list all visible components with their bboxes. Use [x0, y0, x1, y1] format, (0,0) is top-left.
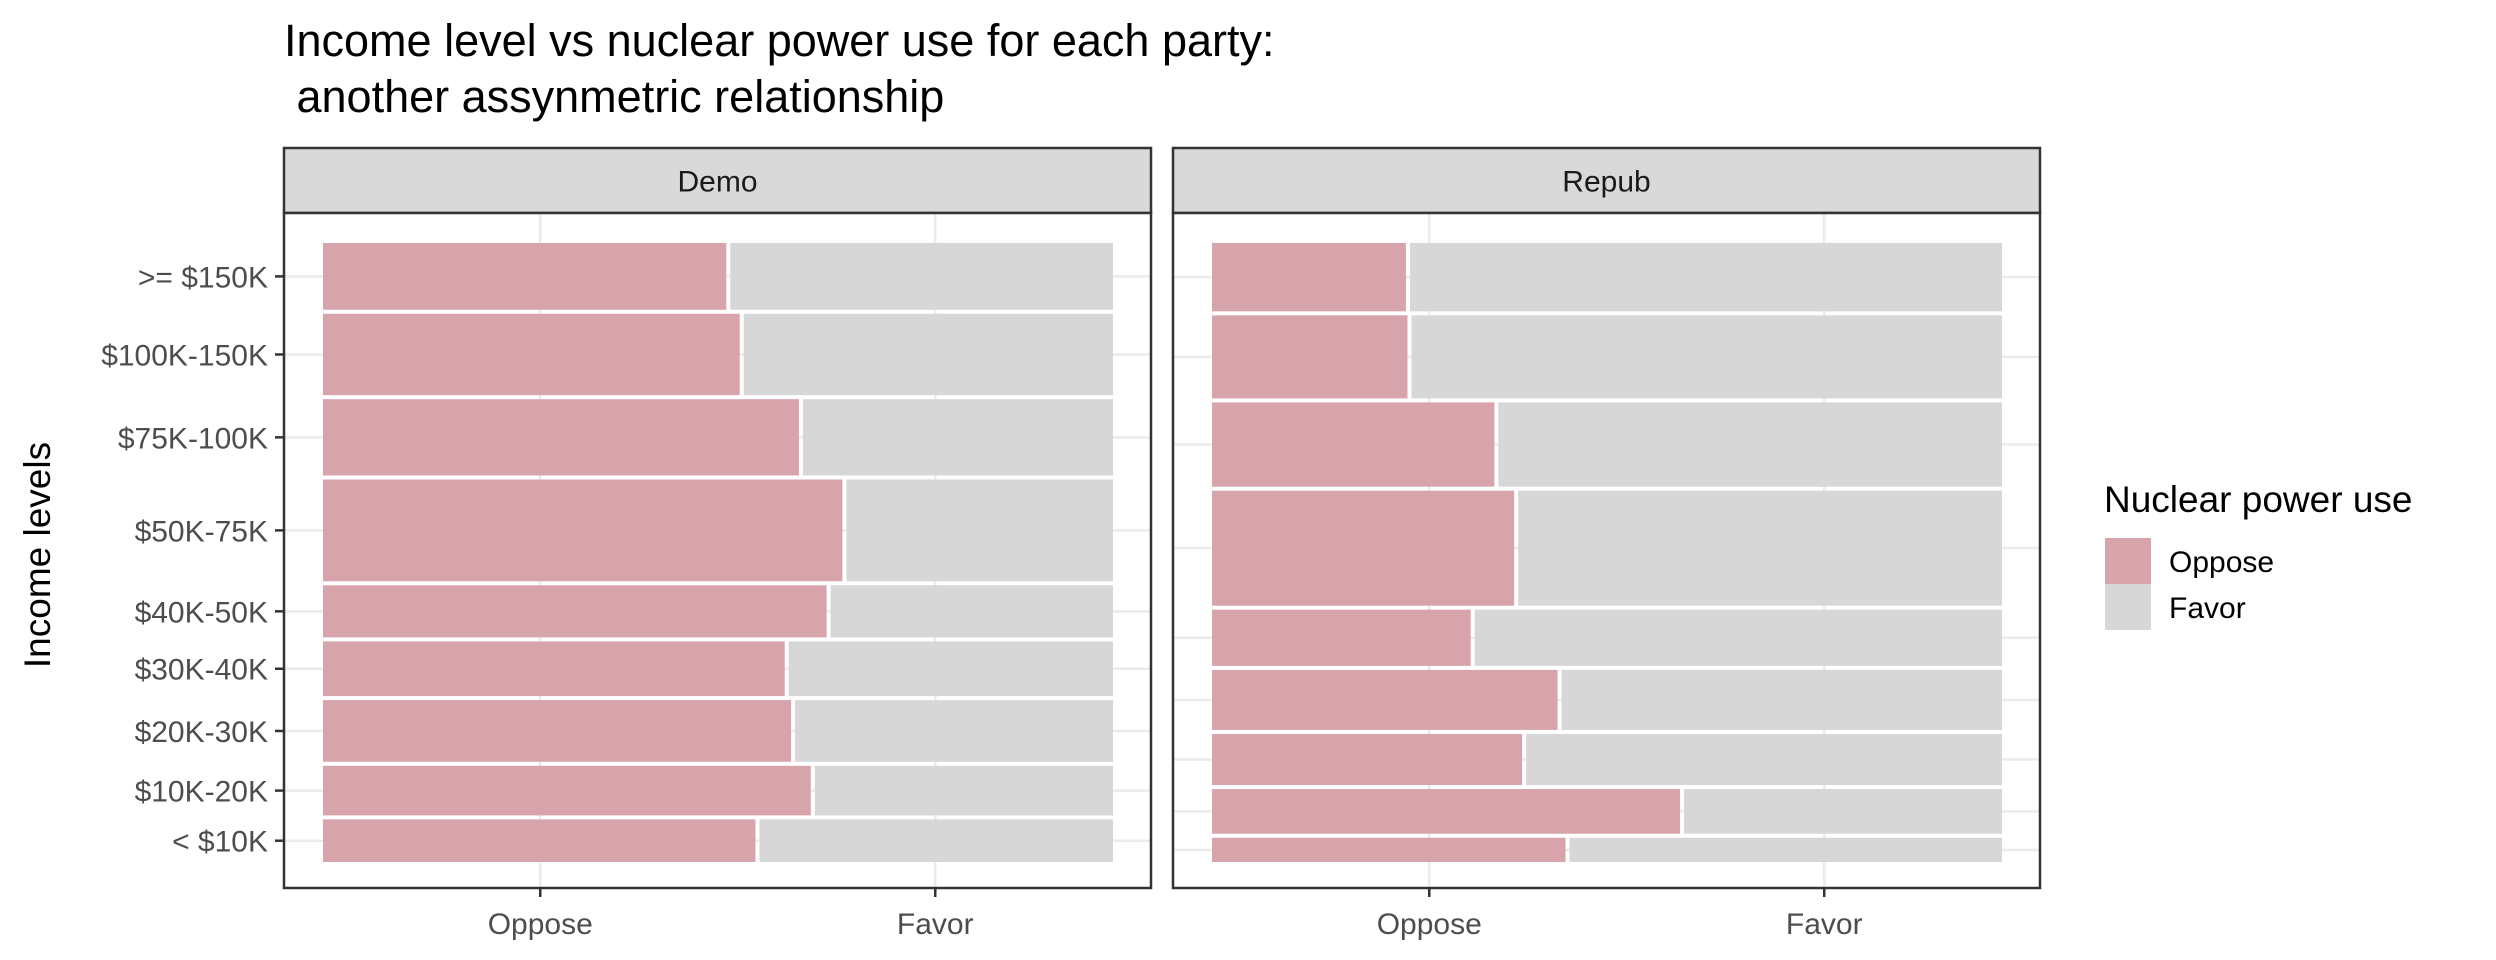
panel-repub: Repub Oppose Favor: [1171, 146, 2042, 941]
legend-title: Nuclear power use: [2104, 479, 2412, 520]
y-tick-label: < $10K: [172, 826, 268, 859]
tile-oppose-$75K-100K: [1212, 402, 1495, 487]
y-tick-label: $40K-50K: [135, 596, 268, 629]
panel-border: [1171, 211, 2042, 890]
tile-oppose-< $10K: [1212, 837, 1566, 862]
tile-favor->= $150K: [1409, 243, 2002, 312]
tile-favor-$50K-75K: [1518, 490, 2002, 606]
legend-items: Oppose Favor: [2105, 538, 2274, 630]
y-tick-label: $10K-20K: [135, 776, 268, 809]
facet-strip: [1171, 146, 2042, 215]
tile-favor-$75K-100K: [802, 399, 1113, 476]
chart-title-line2: another assynmetric relationship: [284, 71, 944, 122]
facet-strip-label: Repub: [1562, 166, 1650, 199]
y-axis-title: Income levels: [17, 442, 58, 668]
y-axis-ticks: < $10K $10K-20K $20K-30K $30K-40K $40K-50K $5…: [101, 261, 284, 859]
tile-favor-$20K-30K: [1526, 733, 2002, 786]
tile-oppose-$40K-50K: [323, 585, 827, 638]
chart-title-line1: Income level vs nuclear power use for ea…: [284, 15, 1274, 66]
tile-oppose-$50K-75K: [1212, 490, 1515, 606]
legend: Nuclear power use Oppose Favor: [2104, 479, 2412, 630]
y-tick-label: >= $150K: [138, 261, 268, 294]
tile-favor-$30K-40K: [788, 641, 1113, 697]
x-tick-label: Oppose: [1377, 908, 1482, 941]
tile-favor-$100K-150K: [743, 313, 1113, 396]
legend-key-favor: [2105, 584, 2151, 630]
tile-favor-$40K-50K: [1474, 609, 2002, 666]
y-tick-label: $30K-40K: [135, 654, 268, 687]
panels-layer: Demo Oppose Favor Repub Oppose Favor: [282, 146, 2042, 941]
tile-oppose-$10K-20K: [1212, 789, 1681, 834]
tile-oppose-$75K-100K: [323, 399, 799, 476]
tile-oppose-$30K-40K: [1212, 669, 1558, 730]
tile-favor-< $10K: [759, 819, 1113, 862]
y-tick-label: $50K-75K: [135, 515, 268, 548]
tile-favor-$30K-40K: [1561, 669, 2002, 730]
tile-oppose-$20K-30K: [323, 700, 792, 762]
tile-oppose-< $10K: [323, 819, 756, 862]
tile-oppose-$100K-150K: [323, 313, 740, 396]
tile-favor->= $150K: [730, 243, 1113, 310]
panel-demo: Demo Oppose Favor: [282, 146, 1153, 941]
tile-oppose-$30K-40K: [323, 641, 785, 697]
y-tick-label: $20K-30K: [135, 716, 268, 749]
tile-oppose-$100K-150K: [1212, 315, 1408, 399]
legend-label-oppose: Oppose: [2169, 546, 2274, 579]
legend-label-favor: Favor: [2169, 592, 2246, 625]
tile-oppose-$40K-50K: [1212, 609, 1471, 666]
tile-favor-$10K-20K: [814, 765, 1113, 816]
tile-oppose->= $150K: [323, 243, 727, 310]
tile-oppose-$50K-75K: [323, 479, 843, 582]
tile-favor-$75K-100K: [1498, 402, 2002, 487]
facet-strip-label: Demo: [677, 166, 757, 199]
y-tick-label: $75K-100K: [118, 422, 268, 455]
facet-strip: [282, 146, 1153, 215]
tile-favor-< $10K: [1569, 837, 2002, 862]
tile-oppose->= $150K: [1212, 243, 1406, 312]
x-tick-label: Favor: [1786, 908, 1863, 941]
tile-oppose-$20K-30K: [1212, 733, 1523, 786]
tile-oppose-$10K-20K: [323, 765, 811, 816]
y-tick-label: $100K-150K: [101, 339, 268, 372]
legend-key-oppose: [2105, 538, 2151, 584]
x-tick-label: Favor: [897, 908, 974, 941]
tile-favor-$50K-75K: [846, 479, 1113, 582]
tile-favor-$20K-30K: [795, 700, 1113, 762]
panel-border: [282, 211, 1153, 890]
tile-favor-$40K-50K: [830, 585, 1113, 638]
tile-favor-$10K-20K: [1684, 789, 2002, 834]
x-tick-label: Oppose: [488, 908, 593, 941]
tile-favor-$100K-150K: [1411, 315, 2002, 399]
